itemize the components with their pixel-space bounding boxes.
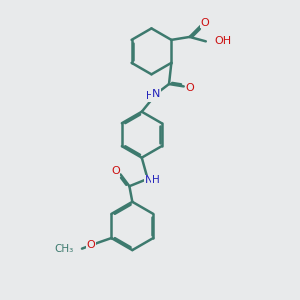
Text: O: O <box>185 83 194 93</box>
Text: O: O <box>201 18 210 28</box>
Text: N: N <box>152 89 160 99</box>
Text: OH: OH <box>214 36 232 46</box>
Text: N: N <box>145 175 153 185</box>
Text: H: H <box>152 175 160 185</box>
Text: CH₃: CH₃ <box>55 244 74 254</box>
Text: O: O <box>111 166 120 176</box>
Text: H: H <box>146 92 154 101</box>
Text: O: O <box>86 240 95 250</box>
